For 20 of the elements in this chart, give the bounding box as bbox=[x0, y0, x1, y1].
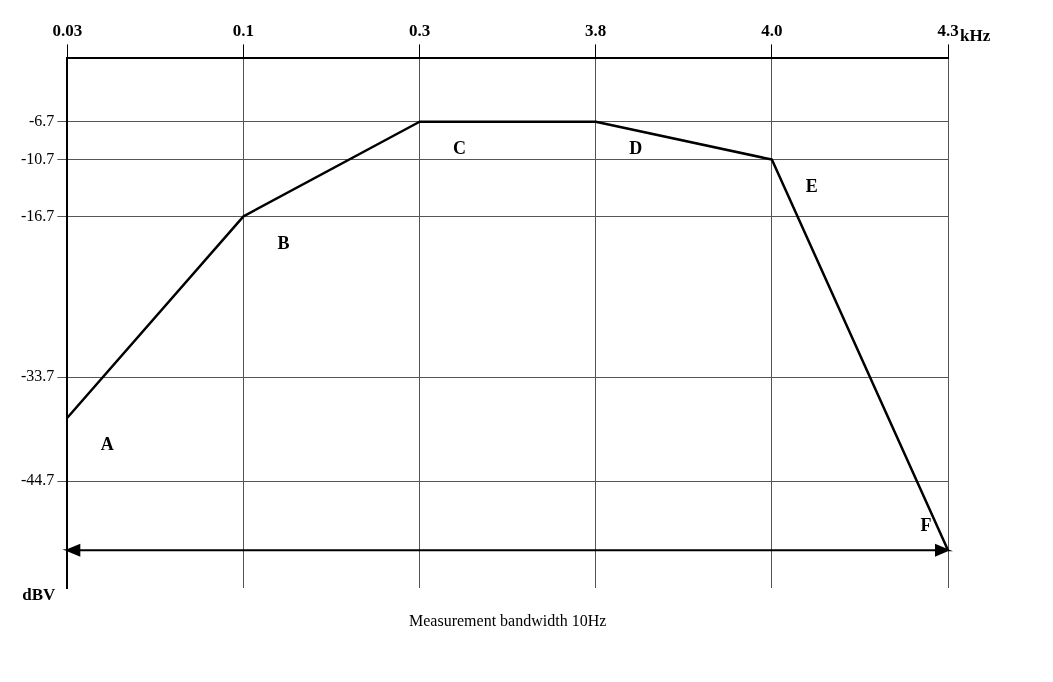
y-tick-label: -6.7 bbox=[29, 111, 55, 129]
annotation: D bbox=[629, 138, 643, 159]
x-tick-label: 4.3 bbox=[937, 20, 959, 40]
x-tick-label: 0.1 bbox=[232, 20, 255, 40]
y-tick-label: -44.7 bbox=[21, 471, 55, 489]
x-axis-title: kHz bbox=[960, 25, 991, 45]
annotation: A bbox=[100, 434, 114, 455]
x-tick-label: 4.0 bbox=[761, 20, 783, 40]
annotation: C bbox=[453, 138, 467, 159]
y-axis-title: dBV bbox=[22, 585, 57, 605]
annotation: E bbox=[805, 176, 818, 197]
x-tick-label: 0.03 bbox=[52, 20, 83, 40]
x-tick-label: 0.3 bbox=[408, 20, 431, 40]
y-tick-label: -33.7 bbox=[21, 367, 55, 385]
ref-line-label: Measurement bandwidth 10Hz bbox=[409, 612, 607, 630]
x-tick-label: 3.8 bbox=[585, 20, 607, 40]
y-tick-label: -10.7 bbox=[21, 149, 55, 167]
annotation: F bbox=[920, 514, 932, 535]
y-tick-label: -16.7 bbox=[21, 206, 55, 224]
annotation: B bbox=[277, 232, 290, 253]
